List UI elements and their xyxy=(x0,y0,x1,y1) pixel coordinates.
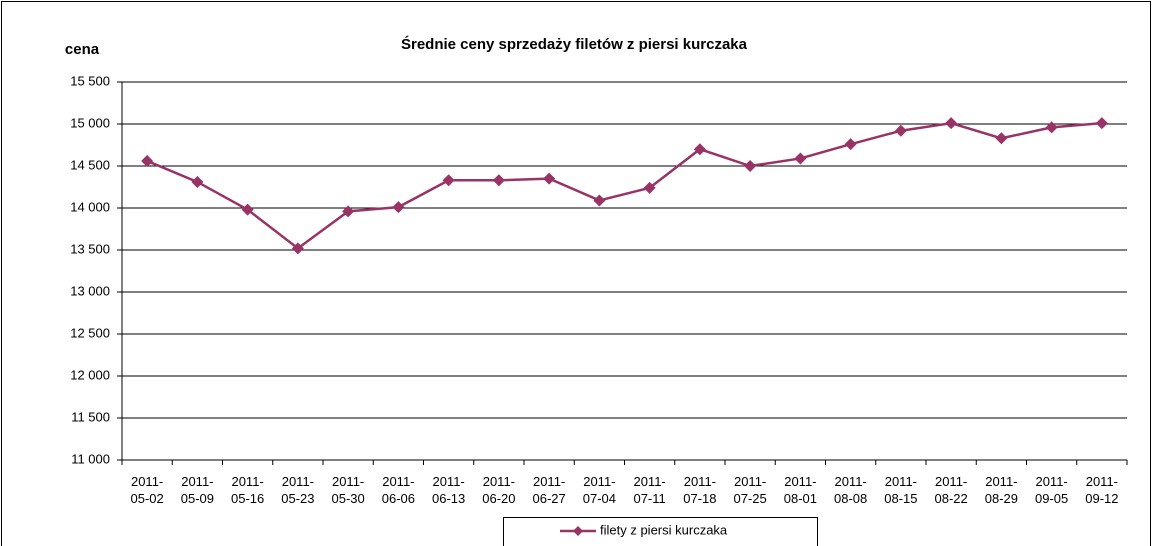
x-tick-label: 2011-05-02 xyxy=(130,474,164,506)
point xyxy=(894,124,907,137)
y-tick-label: 12 500 xyxy=(70,325,110,340)
point xyxy=(492,174,505,187)
point xyxy=(794,152,807,165)
legend-label: filety z piersi kurczaka xyxy=(600,522,728,537)
point xyxy=(744,160,757,172)
point xyxy=(643,181,656,194)
x-tick-label: 2011-06-27 xyxy=(532,474,566,506)
x-tick-label: 2011-07-04 xyxy=(582,474,616,506)
x-tick-label: 2011-07-11 xyxy=(633,474,666,506)
point xyxy=(693,143,706,156)
x-tick-label: 2011-06-20 xyxy=(482,474,516,506)
point xyxy=(191,175,204,188)
y-tick-label: 11 000 xyxy=(71,451,110,466)
point xyxy=(342,205,355,218)
point xyxy=(241,203,254,216)
point xyxy=(543,172,556,185)
x-tick-label: 2011-07-18 xyxy=(683,474,717,506)
point xyxy=(945,117,958,130)
chart-title: Średnie ceny sprzedaży filetów z piersi … xyxy=(401,35,748,53)
point xyxy=(442,174,455,187)
x-tick-label: 2011-09-12 xyxy=(1085,474,1119,506)
y-axis-label: cena xyxy=(65,41,100,58)
x-tick-label: 2011-08-08 xyxy=(834,474,868,506)
x-tick-label: 2011-05-09 xyxy=(180,474,214,506)
x-tick-label: 2011-09-05 xyxy=(1035,474,1069,506)
y-tick-label: 12 000 xyxy=(70,367,110,382)
x-tick-label: 2011-05-23 xyxy=(281,474,315,506)
point xyxy=(141,154,154,167)
point xyxy=(593,194,606,207)
y-tick-label: 15 500 xyxy=(70,73,110,88)
x-tick-label: 2011-05-16 xyxy=(231,474,265,506)
y-tick-label: 15 000 xyxy=(70,115,110,130)
legend-box xyxy=(503,517,818,546)
y-tick-label: 13 500 xyxy=(70,241,110,256)
point xyxy=(1045,121,1058,134)
point xyxy=(392,201,405,214)
point xyxy=(1095,117,1108,130)
x-tick-label: 2011-08-29 xyxy=(984,474,1018,506)
x-tick-label: 2011-07-25 xyxy=(733,474,767,506)
x-tick-label: 2011-06-13 xyxy=(432,474,466,506)
x-tick-label: 2011-06-06 xyxy=(381,474,415,506)
x-tick-label: 2011-08-22 xyxy=(934,474,968,506)
y-tick-label: 11 500 xyxy=(71,409,110,424)
x-tick-label: 2011-08-01 xyxy=(783,474,817,506)
y-tick-label: 14 000 xyxy=(70,199,110,214)
x-tick-label: 2011-08-15 xyxy=(884,474,918,506)
legend-marker xyxy=(573,526,583,536)
point xyxy=(995,132,1008,145)
series-line xyxy=(146,121,1102,250)
y-tick-label: 14 500 xyxy=(70,157,110,172)
x-tick-label: 2011-05-30 xyxy=(331,474,365,506)
point xyxy=(291,242,304,255)
point xyxy=(844,138,857,151)
y-tick-label: 13 000 xyxy=(70,283,110,298)
